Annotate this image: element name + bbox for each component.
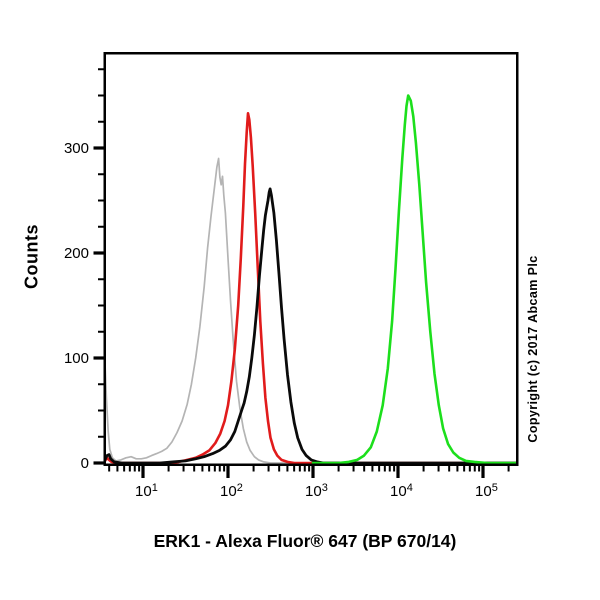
x-tick-base: 10 [220, 483, 237, 500]
x-axis-title: ERK1 - Alexa Fluor® 647 (BP 670/14) [153, 531, 457, 551]
y-axis-ticks [93, 68, 105, 465]
y-tick-label-300: 300 [63, 139, 89, 157]
histogram-curves [106, 94, 516, 464]
y-tick-label-0: 0 [80, 454, 89, 472]
x-tick-base: 10 [305, 483, 322, 500]
y-tick-label-200: 200 [63, 244, 89, 262]
plot-frame [103, 52, 519, 466]
x-tick-exponent: 2 [236, 482, 243, 494]
x-axis-ticks [108, 465, 510, 478]
curve-gray-curve [106, 157, 516, 464]
x-tick-exponent: 1 [151, 482, 158, 494]
x-tick-label-10e3: 103 [305, 481, 328, 500]
curve-green-curve [311, 94, 516, 464]
curve-black-curve [106, 187, 516, 464]
curve-red-curve [106, 112, 516, 464]
copyright-text: Copyright (c) 2017 Abcam Plc [526, 255, 540, 443]
x-tick-base: 10 [475, 483, 492, 500]
x-tick-exponent: 4 [406, 482, 413, 494]
x-tick-label-10e5: 105 [475, 481, 498, 500]
x-tick-label-10e4: 104 [390, 481, 413, 500]
x-tick-base: 10 [135, 483, 152, 500]
x-tick-exponent: 3 [321, 482, 328, 494]
x-tick-base: 10 [390, 483, 407, 500]
y-tick-label-100: 100 [63, 349, 89, 367]
x-tick-exponent: 5 [491, 482, 498, 494]
x-tick-label-10e1: 101 [135, 481, 158, 500]
x-tick-label-10e2: 102 [220, 481, 243, 500]
